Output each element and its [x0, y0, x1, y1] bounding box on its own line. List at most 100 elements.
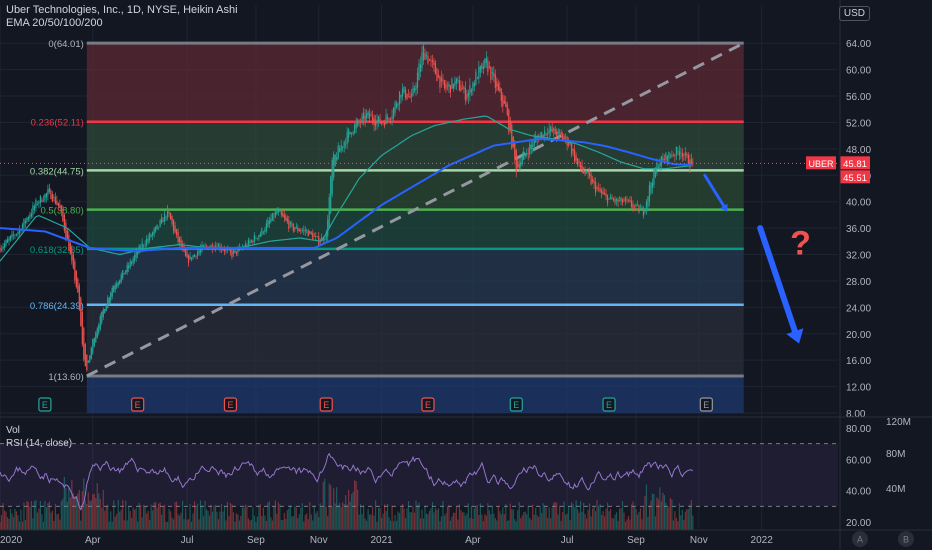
volume-bar	[304, 514, 306, 530]
volume-bar	[30, 501, 33, 530]
volume-bar	[23, 502, 25, 530]
candle-body	[554, 129, 556, 135]
volume-bar	[339, 502, 341, 530]
candle-body	[476, 78, 478, 79]
volume-bar	[550, 518, 552, 530]
volume-bar	[318, 517, 320, 530]
candle-body	[184, 248, 187, 257]
volume-bar	[143, 504, 145, 530]
candle-body	[491, 72, 493, 74]
candle-body	[382, 122, 384, 123]
volume-bar	[577, 509, 579, 530]
candle-body	[202, 245, 205, 248]
volume-bar	[479, 503, 481, 530]
candle-body	[562, 133, 564, 140]
currency-badge[interactable]: USD	[838, 6, 870, 21]
earnings-marker[interactable]: E	[602, 397, 616, 412]
volume-bar	[422, 518, 425, 530]
volume-bar	[461, 512, 463, 530]
volume-bar	[48, 501, 50, 530]
volume-bar	[449, 520, 452, 530]
volume-bar	[333, 488, 335, 530]
candle-body	[364, 115, 366, 121]
volume-bar	[428, 510, 431, 530]
candle-body	[137, 252, 139, 255]
volume-bar	[606, 502, 609, 530]
earnings-marker[interactable]: E	[38, 397, 52, 412]
candle-body	[527, 153, 529, 155]
volume-bar	[187, 519, 190, 530]
volume-bar	[554, 501, 556, 530]
volume-bar	[65, 488, 67, 530]
volume-bar	[551, 507, 553, 530]
candle-body	[647, 196, 649, 207]
candle-body	[376, 119, 378, 124]
volume-bar	[89, 500, 91, 530]
volume-bar	[168, 508, 170, 530]
volume-bar	[310, 514, 312, 530]
volume-bar	[59, 519, 61, 530]
candle-body	[533, 138, 535, 147]
volume-bar	[400, 507, 402, 530]
volume-bar	[372, 506, 374, 530]
candle-body	[234, 250, 236, 253]
candle-body	[231, 250, 233, 258]
volume-bar	[180, 512, 182, 530]
fib-zone	[86, 304, 744, 377]
scale-button-a[interactable]: A	[852, 531, 868, 547]
candle-body	[177, 231, 179, 243]
volume-bar	[440, 516, 443, 530]
volume-bar	[527, 506, 529, 530]
candle-body	[264, 229, 266, 233]
earnings-marker[interactable]: E	[131, 397, 145, 412]
volume-bar	[315, 513, 317, 530]
volume-bar	[603, 516, 606, 530]
earnings-marker[interactable]: E	[699, 397, 713, 412]
time-tick-label: 2020	[0, 535, 23, 546]
candle-body	[27, 217, 30, 220]
candle-body	[134, 254, 136, 261]
volume-bar	[458, 504, 461, 530]
candle-body	[23, 218, 25, 228]
earnings-marker[interactable]: E	[223, 397, 238, 412]
scale-button-b[interactable]: B	[898, 531, 914, 547]
price-tick-label: 20.00	[846, 330, 871, 341]
candle-body	[92, 339, 94, 354]
volume-bar	[609, 508, 612, 530]
candle-body	[665, 152, 667, 160]
candle-body	[505, 102, 507, 108]
volume-bar	[460, 509, 462, 530]
volume-bar	[120, 509, 122, 530]
candle-body	[630, 200, 633, 207]
candle-body	[669, 155, 671, 156]
time-tick-label: Sep	[627, 535, 645, 546]
last-price-label: 45.81	[843, 159, 867, 170]
candle-body	[164, 213, 166, 222]
candle-body	[611, 197, 613, 200]
candle-body	[147, 238, 149, 242]
candle-body	[288, 220, 290, 229]
volume-bar	[113, 500, 115, 530]
candle-body	[113, 286, 115, 293]
svg-text:E: E	[135, 400, 141, 410]
candle-body	[189, 255, 191, 260]
candle-body	[129, 260, 131, 268]
volume-bar	[342, 502, 344, 530]
candle-body	[255, 237, 257, 239]
volume-bar	[167, 521, 169, 530]
volume-bar	[249, 520, 251, 530]
earnings-marker[interactable]: E	[509, 397, 523, 412]
earnings-marker[interactable]: E	[319, 397, 333, 412]
volume-bar	[443, 515, 446, 530]
volume-bar	[331, 506, 333, 530]
earnings-marker[interactable]: E	[421, 397, 435, 412]
volume-bar	[385, 510, 387, 530]
candle-body	[153, 228, 155, 235]
candle-body	[455, 78, 458, 84]
volume-bar	[469, 518, 471, 530]
candle-body	[198, 250, 200, 255]
candle-body	[590, 174, 592, 185]
